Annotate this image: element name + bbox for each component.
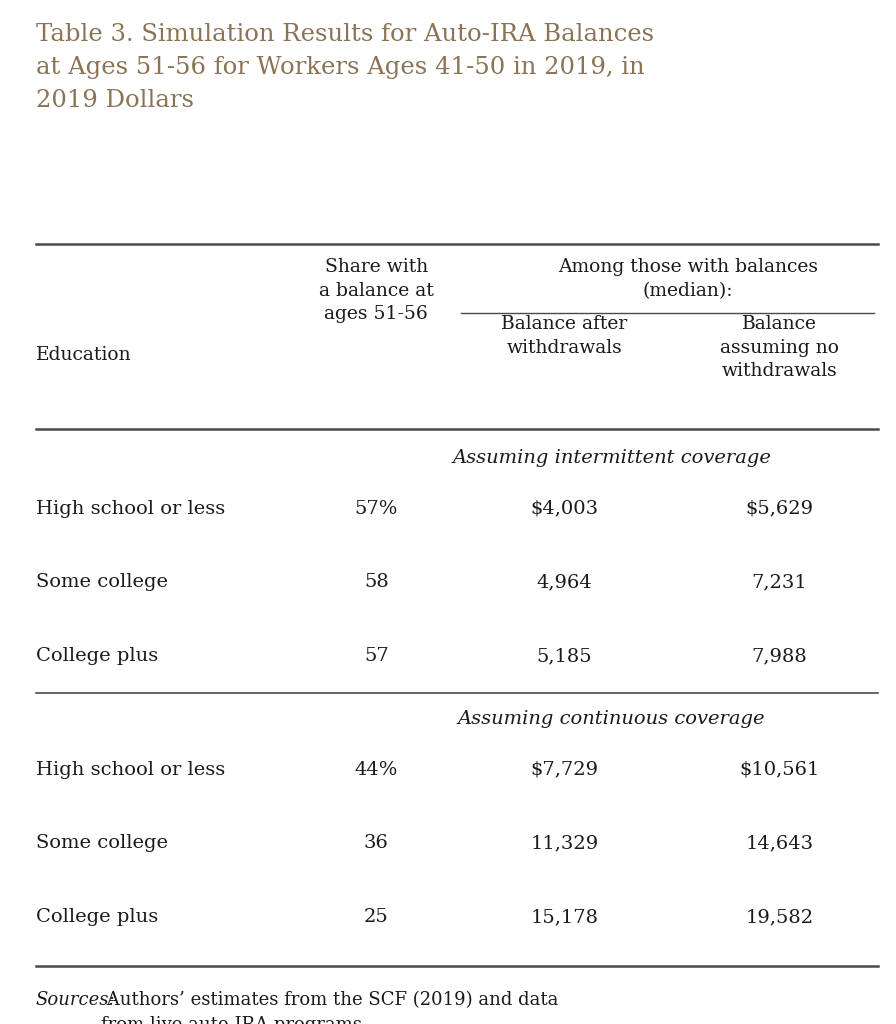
Text: 57%: 57% [355,500,398,518]
Text: Balance
assuming no
withdrawals: Balance assuming no withdrawals [720,315,839,381]
Text: High school or less: High school or less [36,761,225,778]
Text: Among those with balances
(median):: Among those with balances (median): [557,258,818,300]
Text: 11,329: 11,329 [530,835,599,852]
Text: $5,629: $5,629 [745,500,814,518]
Text: Assuming continuous coverage: Assuming continuous coverage [458,710,765,728]
Text: 58: 58 [364,573,389,592]
Text: Assuming intermittent coverage: Assuming intermittent coverage [452,449,771,467]
Text: High school or less: High school or less [36,500,225,518]
Text: College plus: College plus [36,647,158,666]
Text: 25: 25 [364,908,389,926]
Text: Table 3. Simulation Results for Auto-IRA Balances
at Ages 51-56 for Workers Ages: Table 3. Simulation Results for Auto-IRA… [36,24,654,112]
Text: Balance after
withdrawals: Balance after withdrawals [502,315,627,357]
Text: 7,988: 7,988 [752,647,807,666]
Text: $10,561: $10,561 [739,761,820,778]
Text: 14,643: 14,643 [745,835,814,852]
Text: Sources:: Sources: [36,991,116,1009]
Text: $4,003: $4,003 [530,500,599,518]
Text: 4,964: 4,964 [537,573,592,592]
Text: 36: 36 [364,835,389,852]
Text: Authors’ estimates from the SCF (2019) and data
from live auto-IRA programs.: Authors’ estimates from the SCF (2019) a… [101,991,558,1024]
Text: $7,729: $7,729 [530,761,599,778]
Text: 57: 57 [364,647,389,666]
Text: 5,185: 5,185 [537,647,592,666]
Text: Share with
a balance at
ages 51-56: Share with a balance at ages 51-56 [319,258,434,324]
Text: Some college: Some college [36,573,168,592]
Text: College plus: College plus [36,908,158,926]
Text: 15,178: 15,178 [530,908,599,926]
Text: 19,582: 19,582 [745,908,814,926]
Text: 7,231: 7,231 [752,573,807,592]
Text: Some college: Some college [36,835,168,852]
Text: 44%: 44% [355,761,398,778]
Text: Education: Education [36,346,132,364]
